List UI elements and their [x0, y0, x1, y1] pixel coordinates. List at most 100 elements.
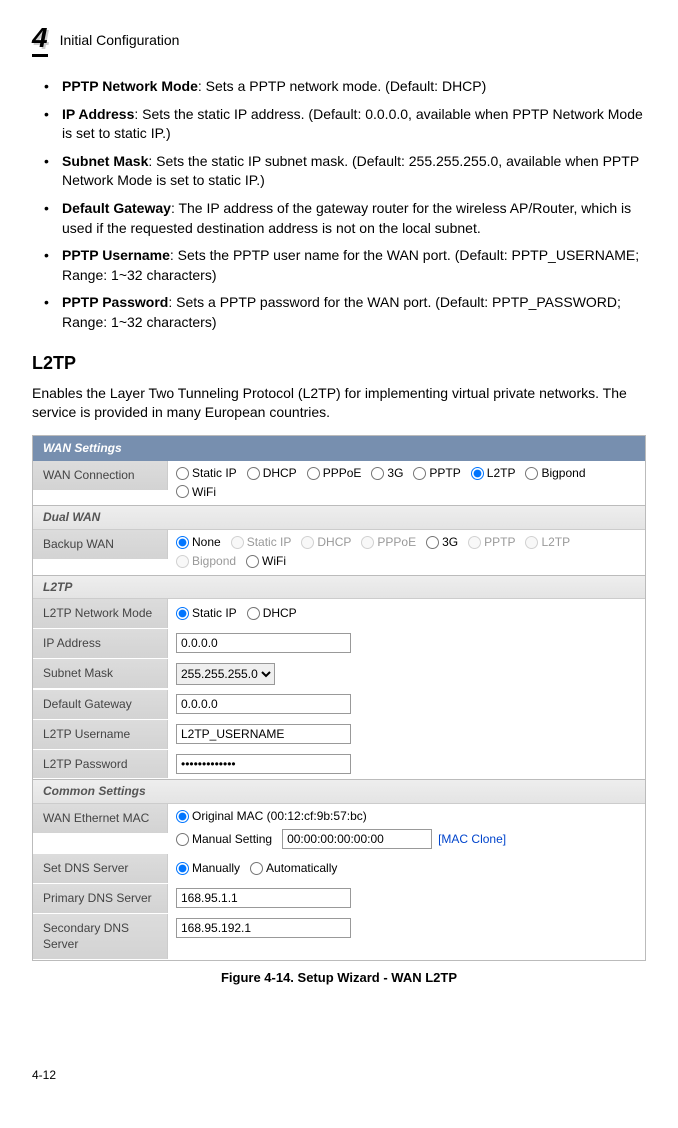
bradio-dhcp[interactable] [301, 536, 314, 549]
radio-wifi[interactable] [176, 485, 189, 498]
opt-bigpond[interactable]: Bigpond [525, 465, 585, 482]
radio-l2tp[interactable] [471, 467, 484, 480]
bopt-dhcp[interactable]: DHCP [301, 534, 351, 551]
opt-label: Manual Setting [192, 831, 272, 848]
opt-label: Static IP [247, 534, 292, 551]
bopt-3g[interactable]: 3G [426, 534, 458, 551]
bradio-bigpond[interactable] [176, 555, 189, 568]
row-mac: WAN Ethernet MAC Original MAC (00:12:cf:… [33, 804, 645, 854]
page-number: 4-12 [32, 1067, 646, 1084]
mac-val: Original MAC (00:12:cf:9b:57:bc) Manual … [168, 804, 645, 853]
mac-manual-radio[interactable] [176, 833, 189, 846]
l2tp-heading: L2TP [32, 351, 646, 376]
radio-3g[interactable] [371, 467, 384, 480]
radio-static-ip[interactable] [176, 467, 189, 480]
dns-auto-opt[interactable]: Automatically [250, 860, 337, 877]
common-header: Common Settings [33, 779, 645, 804]
opt-label: Automatically [266, 860, 337, 877]
radio-dhcp[interactable] [247, 467, 260, 480]
bopt-pptp[interactable]: PPTP [468, 534, 515, 551]
bradio-l2tp[interactable] [525, 536, 538, 549]
pass-input[interactable] [176, 754, 351, 774]
row-sdns: Secondary DNS Server [33, 914, 645, 961]
user-val [168, 720, 645, 748]
pdns-label: Primary DNS Server [33, 884, 168, 913]
row-l2tp-mode: L2TP Network Mode Static IP DHCP [33, 599, 645, 629]
dns-manual-opt[interactable]: Manually [176, 860, 240, 877]
wan-settings-panel: WAN Settings WAN Connection Static IP DH… [32, 435, 646, 961]
dns-auto-radio[interactable] [250, 862, 263, 875]
l2tp-description: Enables the Layer Two Tunneling Protocol… [32, 384, 646, 423]
mopt-static[interactable]: Static IP [176, 605, 237, 622]
bradio-none[interactable] [176, 536, 189, 549]
sdns-input[interactable] [176, 918, 351, 938]
mopt-dhcp[interactable]: DHCP [247, 605, 297, 622]
opt-pptp[interactable]: PPTP [413, 465, 460, 482]
chapter-title: Initial Configuration [60, 31, 180, 51]
term: PPTP Password [62, 294, 168, 310]
opt-static-ip[interactable]: Static IP [176, 465, 237, 482]
bradio-wifi[interactable] [246, 555, 259, 568]
bullet-pptp-pass: PPTP Password: Sets a PPTP password for … [44, 293, 646, 332]
mac-clone-link[interactable]: [MAC Clone] [438, 831, 506, 848]
mradio-static[interactable] [176, 607, 189, 620]
pdns-val [168, 884, 645, 912]
wan-connection-label: WAN Connection [33, 461, 168, 490]
opt-label: Static IP [192, 465, 237, 482]
page-header: 4 Initial Configuration [32, 24, 646, 57]
row-pass: L2TP Password [33, 750, 645, 780]
opt-label: 3G [442, 534, 458, 551]
opt-label: Bigpond [541, 465, 585, 482]
ip-input[interactable] [176, 633, 351, 653]
mac-label: WAN Ethernet MAC [33, 804, 168, 833]
bullet-ip: IP Address: Sets the static IP address. … [44, 105, 646, 144]
opt-label: DHCP [263, 605, 297, 622]
radio-pptp[interactable] [413, 467, 426, 480]
radio-pppoe[interactable] [307, 467, 320, 480]
bullet-gateway: Default Gateway: The IP address of the g… [44, 199, 646, 238]
bopt-none[interactable]: None [176, 534, 221, 551]
bradio-pppoe[interactable] [361, 536, 374, 549]
row-gw: Default Gateway [33, 690, 645, 720]
dns-manual-radio[interactable] [176, 862, 189, 875]
bopt-bigpond[interactable]: Bigpond [176, 553, 236, 570]
mac-orig-opt[interactable]: Original MAC (00:12:cf:9b:57:bc) [176, 808, 367, 825]
opt-label: DHCP [317, 534, 351, 551]
bullet-mask: Subnet Mask: Sets the static IP subnet m… [44, 152, 646, 191]
mac-orig-radio[interactable] [176, 810, 189, 823]
bradio-3g[interactable] [426, 536, 439, 549]
opt-wifi[interactable]: WiFi [176, 484, 216, 501]
chapter-number: 4 [32, 24, 48, 57]
mac-manual-input[interactable] [282, 829, 432, 849]
mac-manual-opt[interactable]: Manual Setting [176, 831, 272, 848]
term: Default Gateway [62, 200, 171, 216]
row-backup-wan: Backup WAN None Static IP DHCP PPPoE 3G … [33, 530, 645, 575]
mask-select[interactable]: 255.255.255.0 [176, 663, 275, 685]
user-input[interactable] [176, 724, 351, 744]
panel-title: WAN Settings [33, 436, 645, 461]
radio-bigpond[interactable] [525, 467, 538, 480]
opt-label: PPPoE [377, 534, 416, 551]
gw-input[interactable] [176, 694, 351, 714]
bopt-l2tp[interactable]: L2TP [525, 534, 570, 551]
figure-caption: Figure 4-14. Setup Wizard - WAN L2TP [32, 969, 646, 987]
row-user: L2TP Username [33, 720, 645, 750]
opt-l2tp[interactable]: L2TP [471, 465, 516, 482]
dns-set-label: Set DNS Server [33, 854, 168, 883]
opt-dhcp[interactable]: DHCP [247, 465, 297, 482]
dns-set-options: Manually Automatically [168, 854, 645, 882]
opt-pppoe[interactable]: PPPoE [307, 465, 362, 482]
sdns-val [168, 914, 645, 942]
bradio-pptp[interactable] [468, 536, 481, 549]
term: IP Address [62, 106, 134, 122]
pdns-input[interactable] [176, 888, 351, 908]
opt-3g[interactable]: 3G [371, 465, 403, 482]
row-pdns: Primary DNS Server [33, 884, 645, 914]
bradio-static[interactable] [231, 536, 244, 549]
bopt-static[interactable]: Static IP [231, 534, 292, 551]
bopt-pppoe[interactable]: PPPoE [361, 534, 416, 551]
opt-label: Static IP [192, 605, 237, 622]
mradio-dhcp[interactable] [247, 607, 260, 620]
mask-val: 255.255.255.0 [168, 659, 645, 689]
bopt-wifi[interactable]: WiFi [246, 553, 286, 570]
